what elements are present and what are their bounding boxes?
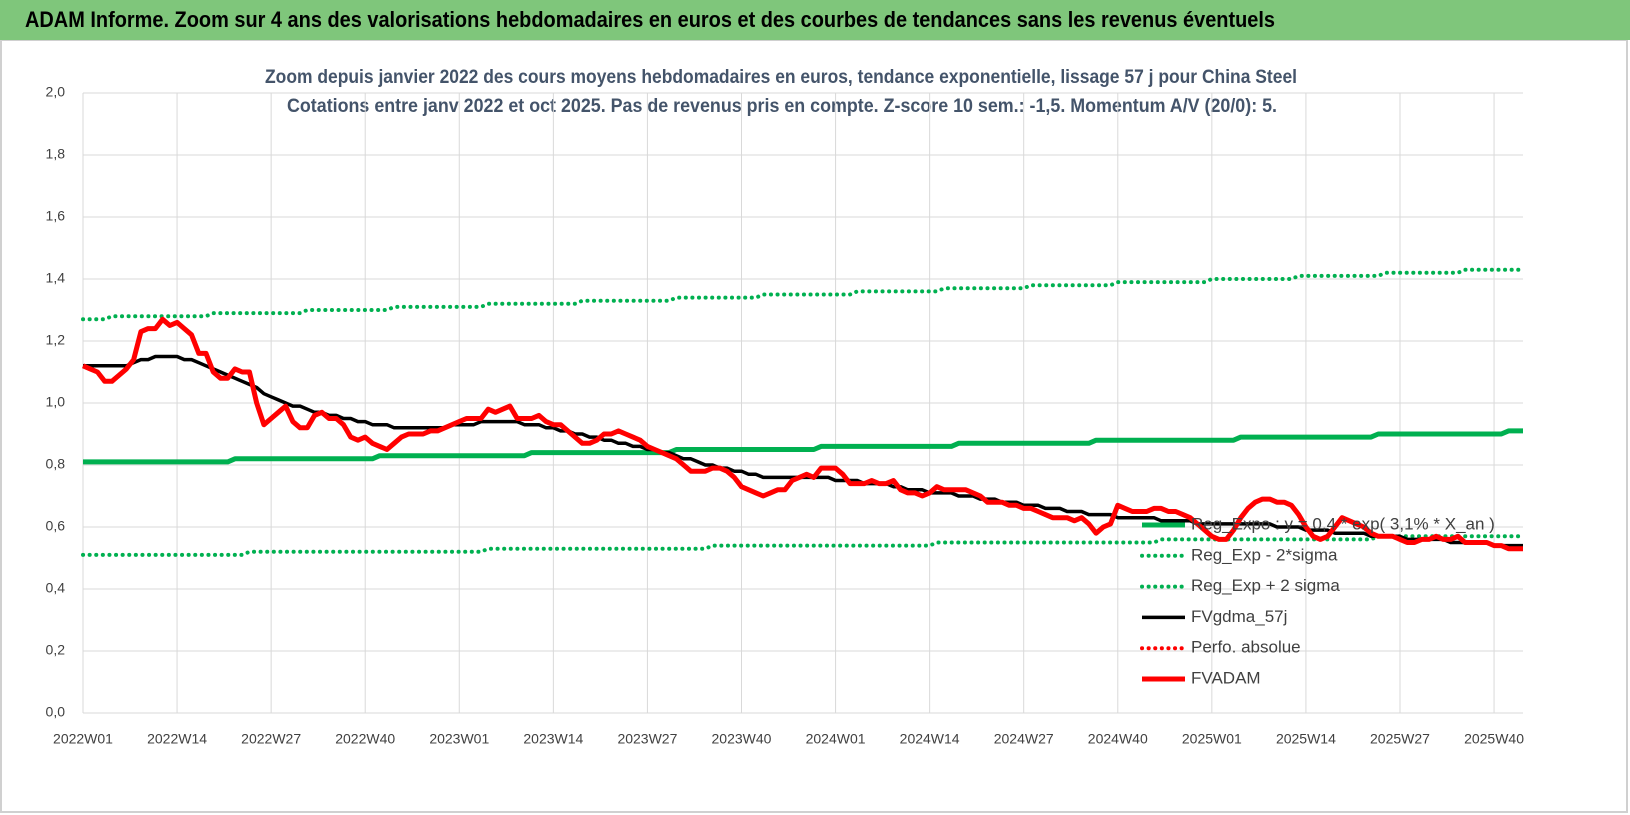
series-line [81,534,1525,557]
legend-label: Reg_Exp + 2 sigma [1191,576,1340,595]
x-tick-label: 2022W01 [53,731,113,747]
y-tick-label: 2,0 [46,84,66,100]
legend-label: FVADAM [1191,668,1261,687]
y-tick-label: 1,6 [46,208,66,224]
chart-frame [0,39,1628,813]
y-tick-label: 0,0 [46,704,66,720]
chart-title: Zoom depuis janvier 2022 des cours moyen… [265,67,1297,88]
legend-label: FVgdma_57j [1191,607,1287,626]
y-tick-label: 1,2 [46,332,66,348]
y-tick-label: 1,8 [46,146,66,162]
y-tick-label: 1,4 [46,270,66,286]
chart-subtitle: Cotations entre janv 2022 et oct 2025. P… [287,96,1277,117]
x-tick-label: 2024W40 [1088,731,1148,747]
x-tick-label: 2025W27 [1370,731,1430,747]
x-tick-label: 2024W14 [900,731,960,747]
series-line [83,428,1523,465]
y-tick-label: 0,6 [46,518,66,534]
x-tick-label: 2025W14 [1276,731,1336,747]
x-tick-label: 2024W01 [806,731,866,747]
x-tick-label: 2024W27 [994,731,1054,747]
header-bar [0,0,1630,40]
x-tick-label: 2023W01 [429,731,489,747]
y-tick-label: 0,4 [46,580,66,596]
y-tick-label: 0,2 [46,642,66,658]
header-title: ADAM Informe. Zoom sur 4 ans des valoris… [25,7,1275,32]
x-tick-label: 2023W40 [712,731,772,747]
y-tick-label: 0,8 [46,456,66,472]
x-tick-label: 2025W40 [1464,731,1524,747]
x-tick-label: 2022W14 [147,731,207,747]
legend-label: Perfo. absolue [1191,638,1301,657]
x-tick-label: 2025W01 [1182,731,1242,747]
x-tick-label: 2023W27 [617,731,677,747]
series-line [81,267,1525,322]
x-tick-label: 2023W14 [523,731,583,747]
y-tick-label: 1,0 [46,394,66,410]
legend-label: Reg_Exp - 2*sigma [1191,545,1338,564]
x-tick-label: 2022W27 [241,731,301,747]
x-tick-label: 2022W40 [335,731,395,747]
series-line [82,316,1523,552]
legend-label: Reg_Expo : y = 0,4 * exp( 3,1% * X_an ) [1191,514,1495,533]
